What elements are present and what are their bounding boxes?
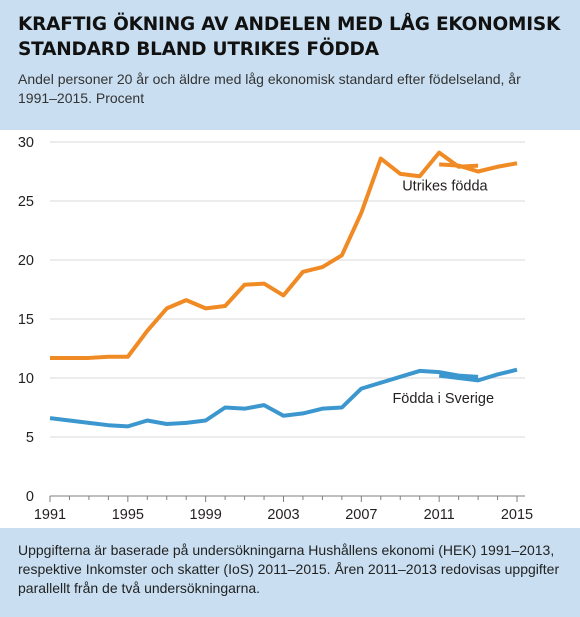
chart-title: KRAFTIG ÖKNING AV ANDELEN MED LÅG EKONOM…	[18, 14, 561, 60]
chart-subtitle: Andel personer 20 år och äldre med låg e…	[18, 71, 521, 106]
y-tick-label-20: 20	[18, 253, 34, 269]
x-tick-label-1999: 1999	[190, 507, 222, 523]
footnote: Uppgifterna är baserade på undersökninga…	[18, 542, 560, 596]
y-tick-label-5: 5	[26, 430, 34, 446]
x-tick-label-2007: 2007	[345, 507, 377, 523]
x-tick-label-2015: 2015	[501, 507, 533, 523]
y-tick-label-15: 15	[18, 312, 34, 328]
y-tick-label-10: 10	[18, 371, 34, 387]
series-label-2: Födda i Sverige	[392, 391, 494, 407]
plot-area: 0 5 10 15 20 25 30 1991 1995 1999 2003 2007 2011 2015…	[0, 130, 580, 528]
line-chart: 0 5 10 15 20 25 30 1991 1995 1999 2003 2007 2011 2015…	[18, 135, 533, 523]
y-tick-label-30: 30	[18, 135, 34, 151]
x-tick-label-2011: 2011	[424, 507, 455, 523]
x-tick-label-1995: 1995	[112, 507, 144, 523]
x-tick-label-2003: 2003	[267, 507, 299, 523]
y-tick-label-0: 0	[26, 489, 34, 505]
x-tick-label-1991: 1991	[34, 507, 66, 523]
y-tick-label-25: 25	[18, 194, 34, 210]
series-label-1: Utrikes födda	[402, 178, 488, 194]
